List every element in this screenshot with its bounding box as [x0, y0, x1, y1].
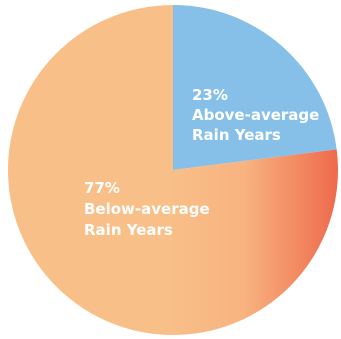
- slice-label-0-line-2: Rain Years: [192, 126, 281, 144]
- pie-slices: [7, 5, 339, 335]
- pie-slice-0: [173, 5, 337, 170]
- pie-slice-1: [7, 5, 339, 335]
- slice-label-1-line-2: Rain Years: [84, 221, 173, 239]
- slice-label-1-line-0: 77%: [84, 179, 120, 197]
- slice-label-0-line-0: 23%: [192, 86, 228, 104]
- pie-labels: 23% Above-average Rain Years 77% Below-avera…: [84, 86, 319, 239]
- slice-label-0-line-1: Above-average: [192, 106, 319, 124]
- slice-label-0: 23% Above-average Rain Years: [192, 86, 319, 144]
- slice-label-1: 77% Below-average Rain Years: [84, 179, 210, 239]
- slice-label-1-line-1: Below-average: [84, 200, 210, 218]
